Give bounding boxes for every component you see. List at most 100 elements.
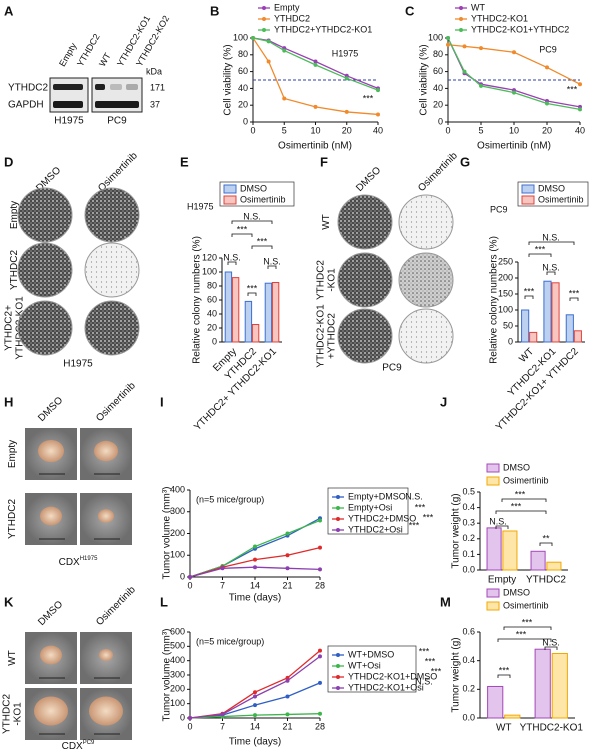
- y-tick-label: 40: [433, 83, 443, 93]
- annotation: ***: [515, 489, 526, 499]
- annotation: PC9: [539, 44, 557, 54]
- bar: [543, 280, 552, 343]
- data-point: [285, 694, 290, 699]
- y-tick-label: 600: [170, 626, 185, 636]
- annotation: N.S.: [489, 516, 507, 526]
- colony-dish: [398, 194, 454, 250]
- legend-swatch: [521, 195, 535, 205]
- legend-marker: [336, 495, 340, 499]
- y-tick-label: 300: [170, 669, 185, 679]
- row-label-line: Empty: [7, 440, 18, 468]
- annotation: ***: [431, 666, 442, 676]
- panel-label: C: [405, 3, 415, 18]
- y-tick-label: 0.0: [462, 712, 475, 722]
- data-point: [318, 711, 322, 716]
- annotation: ***: [409, 520, 420, 530]
- significance-bracket: [524, 295, 534, 299]
- annotation: N.S.: [542, 262, 560, 272]
- legend-swatch: [486, 601, 500, 611]
- legend-label: YTHDC2-KO1+DMSO: [348, 671, 437, 681]
- legend-marker: [336, 528, 340, 532]
- legend-box: [327, 645, 417, 693]
- x-tick-label: WT: [496, 723, 512, 734]
- y-tick-label: 20: [238, 100, 248, 110]
- data-point: [285, 675, 290, 680]
- row-label-line: WT: [7, 650, 18, 666]
- significance-bracket: [495, 525, 509, 529]
- data-point: [253, 694, 257, 699]
- y-tick-label: 100: [428, 32, 443, 42]
- y-tick-label: 100: [498, 304, 513, 314]
- legend-label: WT+DMSO: [348, 649, 394, 659]
- significance-bracket: [231, 220, 273, 224]
- y-tick-label: 0: [243, 116, 248, 126]
- tumor: [38, 439, 64, 463]
- y-tick-label: 40: [207, 308, 217, 318]
- annotation: ***: [425, 656, 436, 666]
- annotation: ***: [237, 224, 248, 234]
- y-tick-label: 0.4: [462, 502, 475, 512]
- annotation: ***: [567, 84, 578, 94]
- panel-label: J: [440, 394, 447, 409]
- legend-label: WT+Osi: [348, 660, 381, 670]
- data-point: [253, 544, 257, 549]
- series-line: [189, 682, 321, 719]
- x-tick-label: 20: [542, 125, 552, 135]
- annotation: H1975: [187, 201, 214, 211]
- caption: CDXH1975: [59, 556, 98, 568]
- annotation: N.S.: [542, 232, 560, 242]
- bar: [530, 550, 546, 571]
- legend-label: Empty: [274, 2, 300, 12]
- data-point: [376, 88, 380, 93]
- row-label-line: YTHDC2: [7, 499, 18, 539]
- bar: [546, 561, 562, 571]
- blot-band: [95, 101, 139, 108]
- legend-label: Osimertinib: [538, 194, 584, 204]
- significance-bracket: [251, 245, 273, 249]
- legend-marker: [459, 17, 463, 21]
- significance-bracket: [497, 674, 511, 678]
- y-tick-label: 40: [238, 83, 248, 93]
- series-line: [189, 547, 321, 578]
- series-line: [189, 655, 321, 719]
- protein-label: YTHDC2: [8, 83, 48, 94]
- x-tick-label: 20: [342, 125, 352, 135]
- data-point: [462, 44, 467, 49]
- bar: [529, 331, 538, 343]
- y-tick-label: 80: [238, 49, 248, 59]
- annotation: ***: [419, 646, 430, 656]
- tumor: [89, 696, 123, 726]
- blot-band: [110, 84, 122, 90]
- legend-marker: [459, 6, 463, 10]
- series-line: [252, 37, 379, 91]
- y-tick-label: 150: [498, 288, 513, 298]
- legend-swatch: [223, 195, 237, 205]
- y-tick-label: 0: [508, 336, 513, 346]
- series-line: [252, 37, 379, 116]
- data-point: [220, 712, 225, 717]
- x-tick-label: 0: [187, 580, 192, 590]
- significance-bracket: [501, 498, 547, 502]
- legend-box: [219, 181, 295, 207]
- annotation: ***: [516, 629, 527, 639]
- data-point: [344, 76, 349, 81]
- x-tick-label: 10: [509, 125, 519, 135]
- data-point: [344, 109, 349, 114]
- legend-marker: [336, 664, 340, 668]
- tumor: [40, 645, 62, 665]
- x-axis-label: Osimertinib (nM): [477, 141, 551, 152]
- x-tick-label: 40: [575, 125, 585, 135]
- cell-label: PC9: [382, 363, 402, 374]
- legend-label: YTHDC2-KO1+YTHDC2: [471, 24, 569, 34]
- y-axis-label: Tumor volume (mm³): [162, 487, 173, 580]
- annotation: ***: [363, 93, 374, 103]
- y-tick-label: 400: [170, 655, 185, 665]
- y-tick-label: 100: [170, 698, 185, 708]
- bar: [551, 282, 560, 343]
- legend-marker: [459, 28, 463, 32]
- data-point: [282, 96, 287, 101]
- caption-cell: H1975: [80, 556, 98, 562]
- y-tick-label: 200: [170, 684, 185, 694]
- significance-bracket: [528, 241, 575, 245]
